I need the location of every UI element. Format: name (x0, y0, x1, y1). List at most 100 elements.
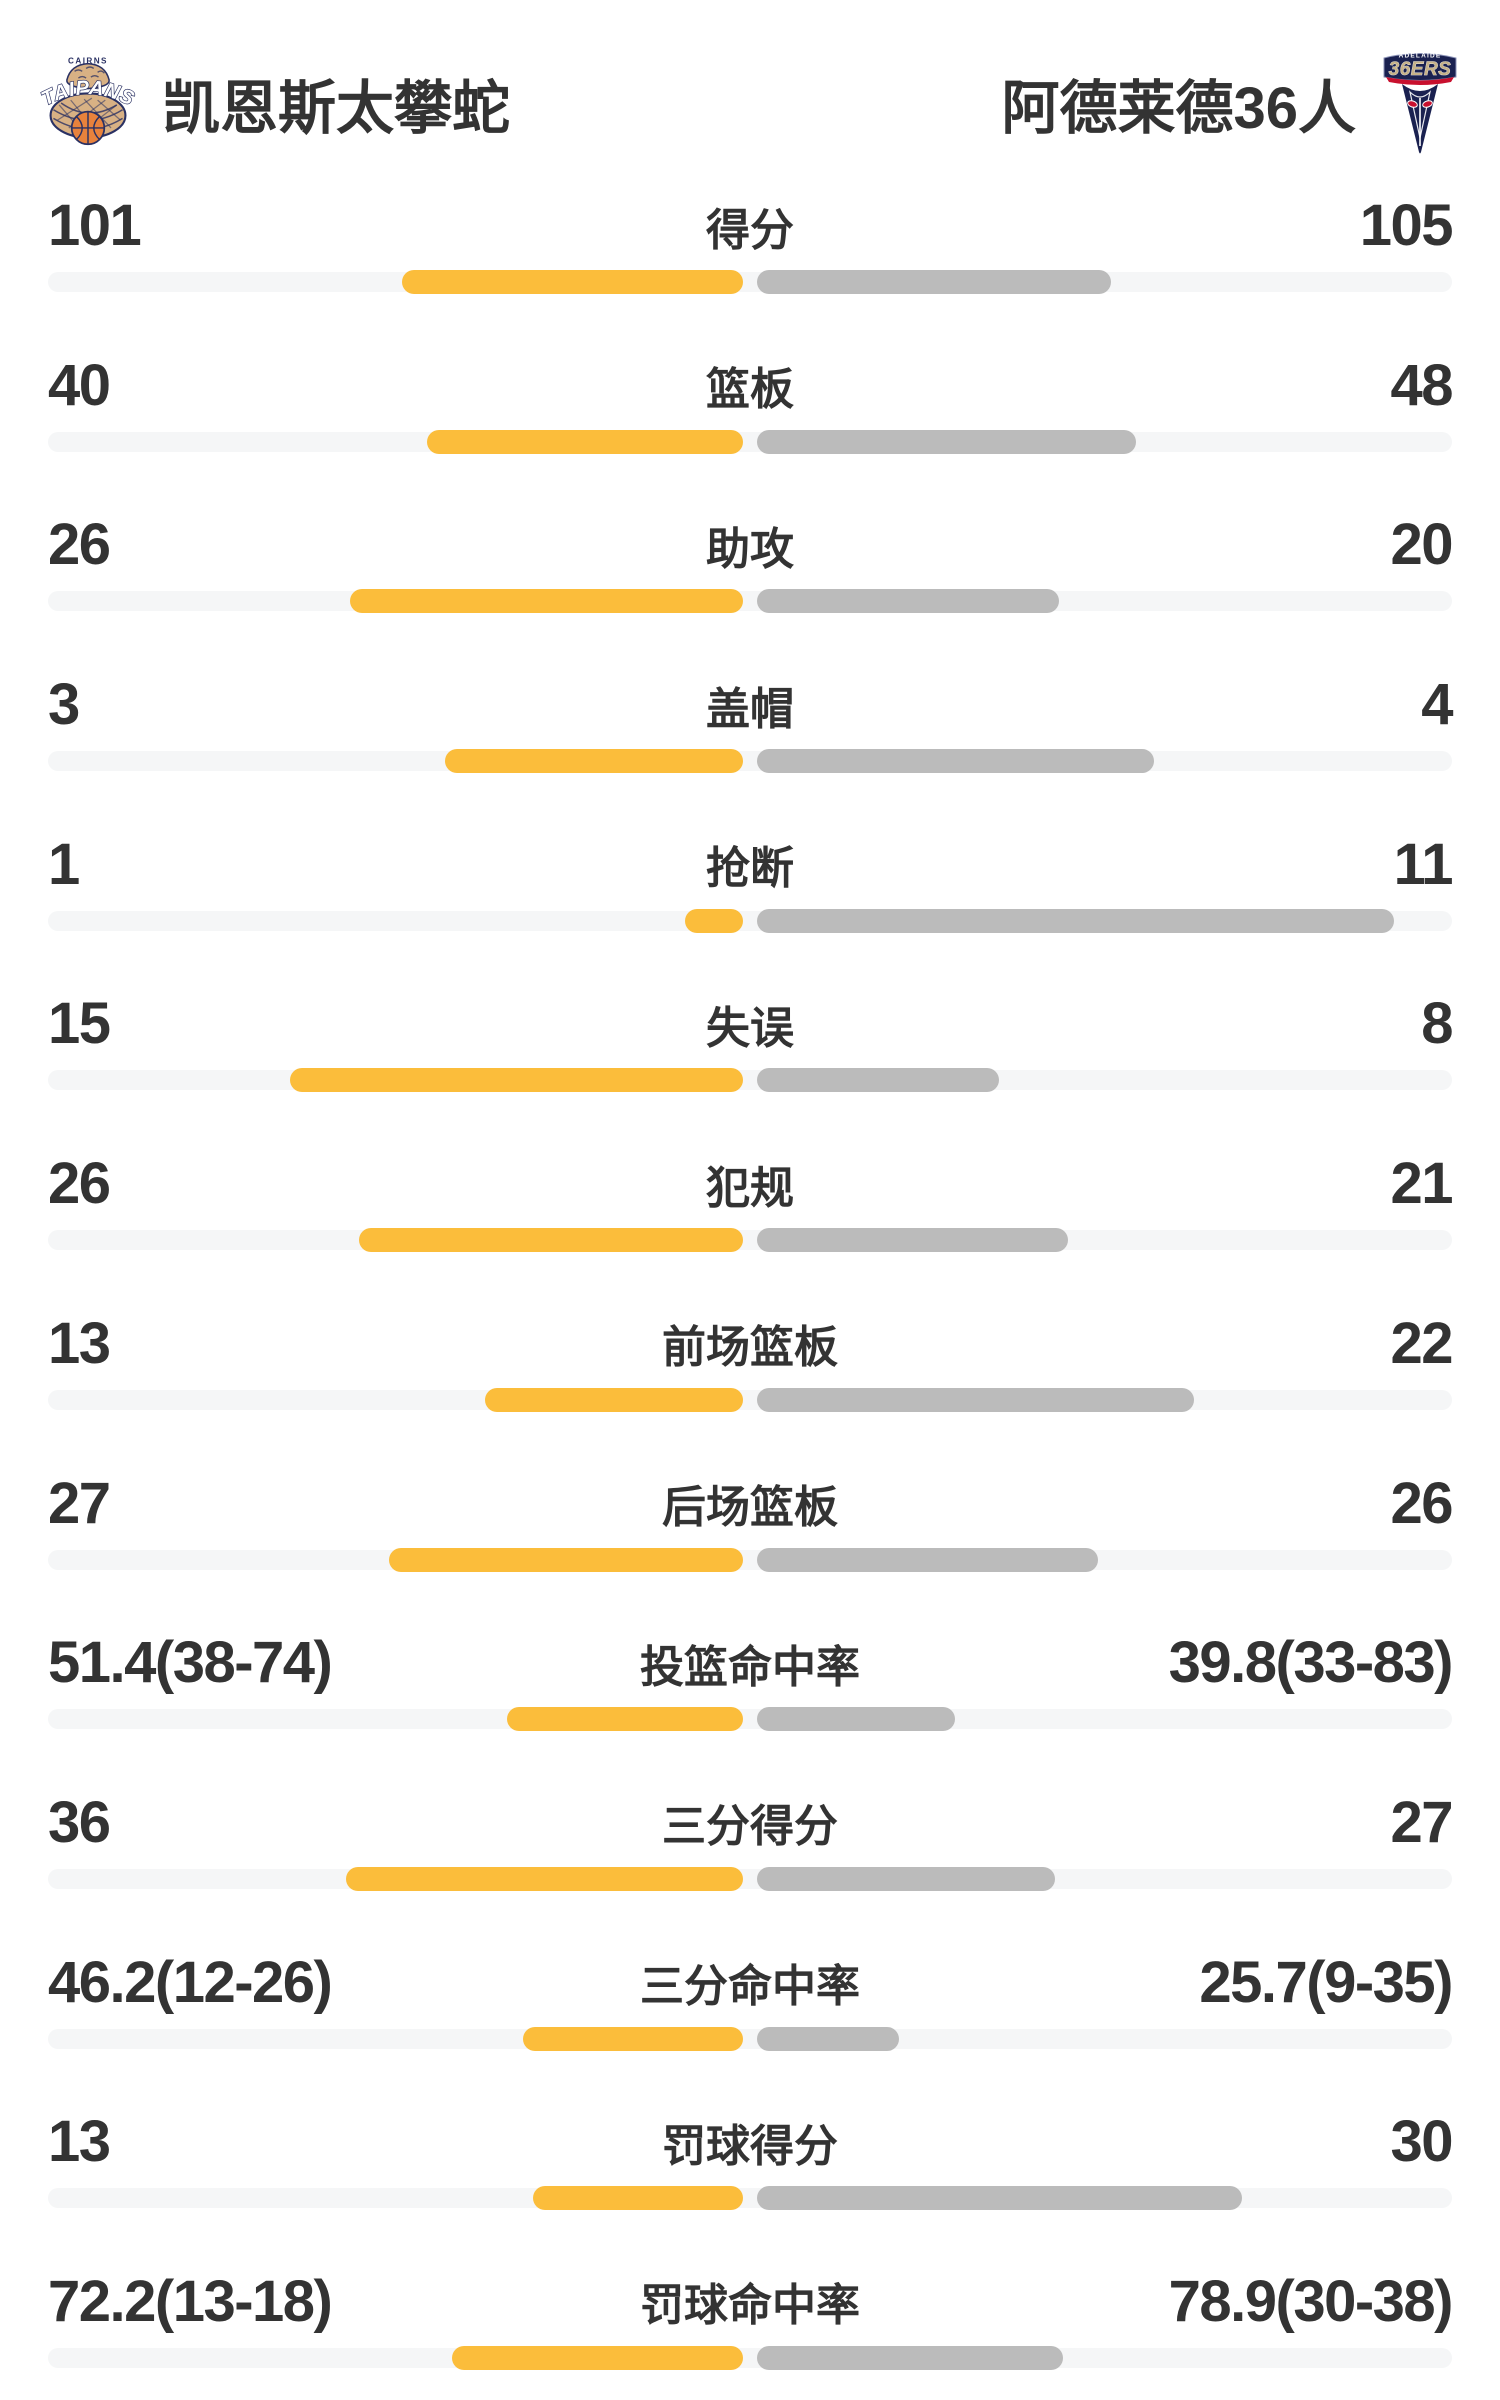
stat-bar-track (48, 429, 1452, 454)
away-stat-value: 105 (1359, 193, 1454, 258)
stat-bar-track (48, 908, 1452, 933)
stat-row: 36 三分得分 27 (40, 1777, 1460, 1937)
home-stat-value: 3 (48, 672, 80, 738)
stat-bar-track (48, 589, 1452, 614)
stat-row-values: 46.2(12-26) 三分命中率 25.7(9-35) (48, 1949, 1453, 2015)
stat-row: 27 后场篮板 26 (40, 1458, 1460, 1618)
stat-bar-track (48, 270, 1452, 294)
stat-bar-track (48, 1387, 1452, 1412)
stat-row-values: 26 犯规 21 (48, 1150, 1453, 1216)
stat-label: 罚球得分 (662, 2121, 838, 2171)
stat-row-values: 15 失误 8 (48, 990, 1453, 1056)
stat-bar-track (48, 1866, 1452, 1891)
stat-bar-track (48, 1707, 1452, 1732)
away-stat-value: 11 (1393, 831, 1454, 897)
adelaide-36ers-logo-icon: ADELAIDE 36ERS (1383, 53, 1457, 154)
stat-label: 三分命中率 (640, 1962, 860, 2012)
stat-bar-track (48, 2026, 1452, 2051)
stat-row: 40 篮板 48 (40, 340, 1460, 500)
stat-label: 篮板 (706, 365, 794, 415)
stat-bar-track (48, 1228, 1452, 1253)
stat-bar-track (48, 2186, 1452, 2211)
home-stat-value: 101 (48, 193, 142, 258)
home-stat-value: 26 (48, 512, 111, 578)
home-stat-value: 13 (48, 2109, 111, 2175)
home-stat-value: 72.2(13-18) (48, 2268, 333, 2334)
home-stat-value: 40 (48, 352, 111, 418)
stat-bar-track (48, 1068, 1452, 1093)
home-stat-bar (350, 589, 743, 614)
home-stat-bar (452, 2345, 743, 2370)
stat-label: 抢断 (706, 844, 794, 894)
away-stat-bar (757, 1068, 999, 1093)
away-stat-bar (757, 1547, 1098, 1572)
stat-row: 1 抢断 11 (40, 819, 1460, 979)
cairns-taipans-logo[interactable]: CAIRNS TAIPANS (40, 55, 136, 151)
home-stat-bar (402, 270, 743, 294)
stat-row-values: 3 盖帽 4 (48, 671, 1453, 737)
stat-row-values: 40 篮板 48 (48, 352, 1453, 418)
home-stat-value: 51.4(38-74) (48, 1630, 333, 1696)
stat-row: 72.2(13-18) 罚球命中率 78.9(30-38) (40, 2256, 1460, 2400)
away-stat-value: 39.8(33-83) (1168, 1630, 1454, 1696)
sixers-logo-wordmark: 36ERS (1389, 59, 1452, 80)
away-stat-bar (757, 1866, 1055, 1891)
stat-label: 前场篮板 (662, 1323, 838, 1373)
stat-row: 51.4(38-74) 投篮命中率 39.8(33-83) (40, 1617, 1460, 1777)
taipans-logo-city-text: CAIRNS (68, 57, 108, 66)
home-stat-value: 46.2(12-26) (48, 1949, 333, 2015)
home-stat-bar (389, 1547, 743, 1572)
away-stat-value: 30 (1390, 2109, 1453, 2175)
home-stat-bar (290, 1068, 743, 1093)
home-stat-value: 27 (48, 1470, 111, 1536)
away-stat-value: 4 (1421, 672, 1453, 738)
away-stat-value: 20 (1390, 512, 1453, 578)
stat-label: 罚球命中率 (640, 2281, 860, 2331)
stat-label: 犯规 (706, 1163, 794, 1213)
away-stat-value: 26 (1390, 1470, 1453, 1536)
stat-row-values: 1 抢断 11 (48, 831, 1454, 897)
stat-row: 15 失误 8 (40, 978, 1460, 1138)
home-stat-value: 13 (48, 1310, 111, 1376)
stat-row-values: 27 后场篮板 26 (48, 1470, 1453, 1536)
away-stat-bar (757, 429, 1136, 454)
stat-row-values: 13 前场篮板 22 (48, 1310, 1453, 1376)
away-stat-value: 48 (1390, 352, 1453, 418)
home-stat-bar (346, 1866, 743, 1891)
home-stat-bar (359, 1228, 743, 1253)
away-stat-bar (757, 589, 1059, 614)
away-stat-bar (757, 749, 1154, 774)
home-team-name[interactable]: 凯恩斯太攀蛇 (162, 76, 511, 141)
adelaide-36ers-logo[interactable]: ADELAIDE 36ERS (1380, 46, 1460, 160)
stat-label: 盖帽 (706, 684, 794, 734)
stat-row: 101 得分 105 (40, 180, 1460, 340)
stat-row-values: 13 罚球得分 30 (48, 2108, 1453, 2174)
cairns-taipans-logo-icon: CAIRNS TAIPANS (40, 57, 136, 146)
home-stat-value: 15 (48, 991, 111, 1057)
stat-row-values: 51.4(38-74) 投篮命中率 39.8(33-83) (48, 1629, 1454, 1695)
away-stat-value: 27 (1390, 1789, 1453, 1855)
stat-label: 得分 (706, 205, 794, 255)
sixers-logo-city-text: ADELAIDE (1399, 53, 1442, 60)
home-stat-value: 36 (48, 1789, 111, 1855)
stat-label: 失误 (706, 1003, 794, 1053)
away-stat-value: 8 (1421, 991, 1453, 1057)
home-stat-bar (427, 429, 743, 454)
stat-row: 13 罚球得分 30 (40, 2096, 1460, 2256)
stat-row-values: 36 三分得分 27 (48, 1789, 1453, 1855)
away-stat-bar (757, 2186, 1242, 2211)
away-team-name[interactable]: 阿德莱德36人 (1001, 76, 1356, 141)
away-stat-bar (757, 1228, 1068, 1253)
match-header: CAIRNS TAIPANS 凯恩斯太攀蛇 阿德莱德3 (40, 0, 1460, 180)
home-stat-value: 1 (48, 831, 80, 897)
stat-row: 3 盖帽 4 (40, 659, 1460, 819)
stat-bar-track (48, 1547, 1452, 1572)
home-stat-bar (523, 2026, 743, 2051)
away-stat-bar (757, 2026, 899, 2051)
away-stat-value: 78.9(30-38) (1168, 2268, 1454, 2334)
stat-label: 助攻 (706, 524, 794, 574)
home-stat-bar (485, 1387, 743, 1412)
home-stat-bar (507, 1707, 743, 1732)
stat-row: 13 前场篮板 22 (40, 1298, 1460, 1458)
